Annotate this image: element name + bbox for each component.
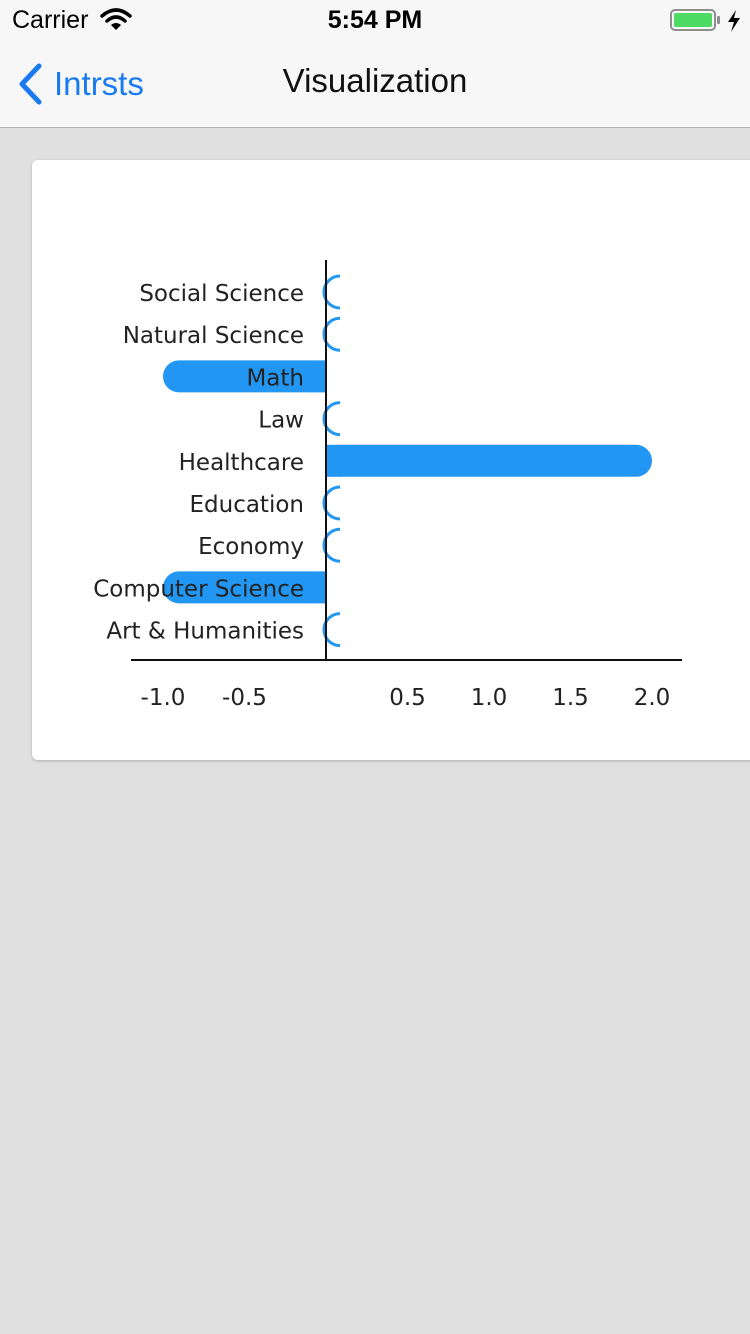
chevron-left-icon	[19, 63, 42, 105]
navigation-bar: Intrsts Visualization	[0, 40, 750, 128]
bar-education	[322, 485, 341, 521]
category-label: Healthcare	[179, 450, 304, 476]
category-label: Computer Science	[93, 576, 304, 602]
bar-economy	[322, 527, 341, 563]
category-label: Natural Science	[123, 323, 304, 349]
page-title: Visualization	[282, 62, 468, 99]
status-time: 5:54 PM	[327, 6, 423, 34]
bar-law	[322, 401, 341, 437]
x-tick-label: -1.0	[141, 685, 186, 711]
bar-art-humanities	[322, 612, 341, 648]
battery-icon	[670, 9, 740, 32]
bar-computer-science-base	[310, 571, 326, 604]
status-bar: Carrier 5:54 PM	[0, 0, 750, 40]
x-tick-label: 0.5	[389, 685, 426, 711]
chart-card: Social Science Natural Science Math Law Heal…	[32, 160, 750, 760]
x-tick-label: 1.5	[552, 685, 589, 711]
x-tick-label: -0.5	[222, 685, 267, 711]
bar-healthcare	[326, 444, 652, 477]
carrier-label: Carrier	[12, 6, 89, 34]
bar-computer-science	[163, 571, 326, 604]
category-label: Art & Humanities	[106, 619, 304, 645]
back-label: Intrsts	[54, 65, 144, 102]
category-label: Education	[189, 492, 304, 518]
x-tick-label: 1.0	[471, 685, 508, 711]
back-button[interactable]: Intrsts	[18, 62, 144, 106]
x-tick-label: 2.0	[634, 685, 671, 711]
category-label: Economy	[198, 534, 304, 560]
wifi-icon	[100, 8, 132, 37]
bar-social-science	[322, 274, 341, 310]
bar-math-base	[310, 360, 326, 393]
category-label: Math	[246, 365, 304, 391]
bar-math	[163, 360, 326, 393]
category-label: Law	[258, 408, 304, 434]
bar-chart: Social Science Natural Science Math Law Heal…	[93, 260, 682, 711]
bar-healthcare-base	[326, 444, 342, 477]
category-label: Social Science	[139, 281, 304, 307]
bar-natural-science	[322, 316, 341, 352]
